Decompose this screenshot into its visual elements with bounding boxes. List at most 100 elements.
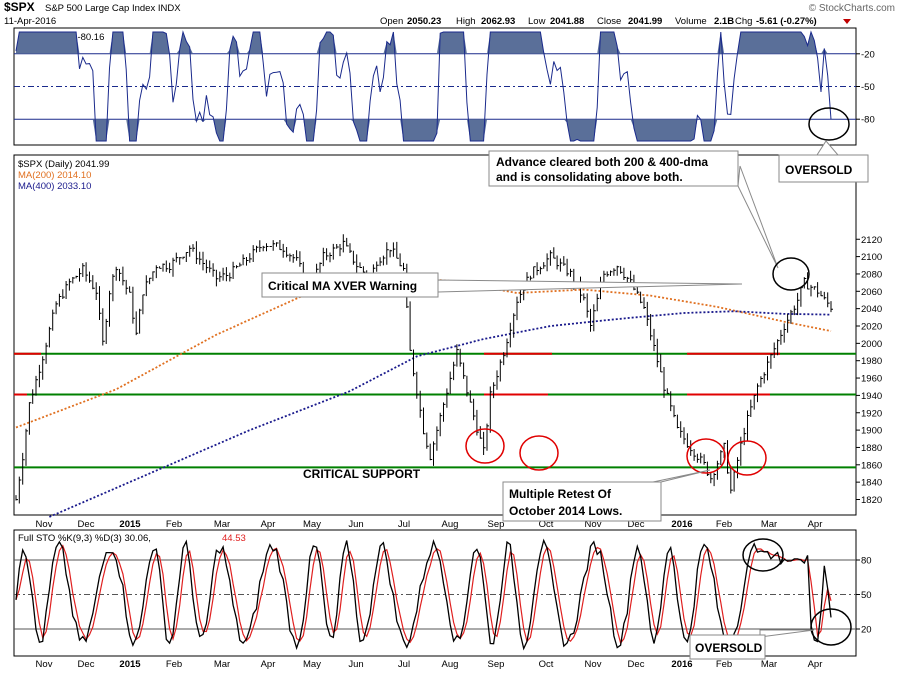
sto-k-series-line <box>15 538 832 651</box>
x-tick-label: Sep <box>488 519 505 530</box>
ohlc-readout: Open 2050.23 High 2062.93 Low 2041.88 Cl… <box>380 16 851 27</box>
advance-text-line-1: Advance cleared both 200 & 400-dma <box>496 155 708 169</box>
advance-callout-box <box>488 150 739 187</box>
x-tick-label: Mar <box>761 519 777 530</box>
sto-tick-label: 50 <box>861 590 872 601</box>
wm-series-line <box>15 30 832 142</box>
sto-tick-label: 80 <box>861 556 872 567</box>
low-circle-3 <box>686 438 726 474</box>
x-tick-label: Aug <box>442 659 459 670</box>
price-tick-label: 1880 <box>861 443 882 454</box>
low-circle-2 <box>519 435 559 471</box>
wm-overbought-fill <box>16 32 831 54</box>
low-value: 2041.88 <box>550 16 584 27</box>
high-label: High <box>456 16 476 27</box>
volume-value: 2.1B <box>714 16 734 27</box>
x-tick-label: Feb <box>716 519 732 530</box>
x-tick-label: Apr <box>261 659 276 670</box>
x-tick-label: 2015 <box>119 659 141 670</box>
price-legend: $SPX (Daily) 2041.99 <box>18 159 109 170</box>
oversold-top-box <box>778 154 869 183</box>
price-tick-label: 2080 <box>861 269 882 280</box>
sto-legend-d: 44.53 <box>222 533 246 544</box>
retest-box <box>502 481 662 522</box>
x-tick-label: Mar <box>761 659 777 670</box>
x-tick-label: Nov <box>36 659 53 670</box>
chart-header: $SPX S&P 500 Large Cap Index INDX 11-Apr… <box>4 0 895 27</box>
price-tick-label: 2060 <box>861 287 882 298</box>
price-series-bars <box>15 234 833 504</box>
x-tick-label: Feb <box>166 659 182 670</box>
x-tick-label: 2016 <box>671 519 692 530</box>
sto-y-ticks: 20 50 80 <box>856 556 872 636</box>
x-tick-label: Nov <box>36 519 53 530</box>
retest-text-line-1: Multiple Retest Of <box>509 487 612 501</box>
sto-overbought-circle <box>742 538 784 572</box>
price-y-ticks: 1820 1840 1860 1880 1900 1920 1940 1960 1980 2000… <box>856 235 882 506</box>
open-label: Open <box>380 16 403 27</box>
close-label: Close <box>597 16 621 27</box>
x-tick-label: Jul <box>398 519 410 530</box>
advance-callout-pointer <box>737 165 779 269</box>
williams-r-panel: -20 -50 -80 <box>14 30 875 142</box>
oversold-bottom-box <box>689 634 766 660</box>
advance-text-line-2: and is consolidating above both. <box>496 170 683 184</box>
ticker-name: S&P 500 Large Cap Index INDX <box>45 3 181 14</box>
price-tick-label: 1860 <box>861 460 882 471</box>
stochastic-panel: 20 50 80 <box>14 538 872 651</box>
sto-x-axis: Nov Dec 2015 Feb Mar Apr May Jun Jul Aug Sep Oct Nov… <box>36 659 823 670</box>
wm-oversold-fill <box>16 119 831 141</box>
critical-ma-text: Critical MA XVER Warning <box>268 279 417 293</box>
price-tick-label: 2120 <box>861 235 882 246</box>
x-tick-label: 2016 <box>671 659 692 670</box>
price-tick-label: 1820 <box>861 495 882 506</box>
sto-legend-k: Full STO %K(9,3) %D(3) 30.06, <box>18 533 151 544</box>
x-tick-label: Dec <box>78 659 95 670</box>
stockcharts-watermark: © StockCharts.com <box>809 3 895 14</box>
oversold-bottom-pointer <box>759 629 815 638</box>
x-tick-label: Apr <box>808 659 823 670</box>
wm-tick-label: -20 <box>861 49 875 60</box>
x-tick-label: Aug <box>442 519 459 530</box>
x-tick-label: Sep <box>488 659 505 670</box>
volume-label: Volume <box>675 16 707 27</box>
annotations: Advance cleared both 200 & 400-dma and i… <box>261 107 869 660</box>
high-value: 2062.93 <box>481 16 515 27</box>
wm-tick-label: -80 <box>861 115 875 126</box>
price-tick-label: 1960 <box>861 374 882 385</box>
price-tick-label: 1980 <box>861 356 882 367</box>
wm-oversold-circle <box>808 107 850 141</box>
x-tick-label: 2015 <box>119 519 141 530</box>
x-tick-label: May <box>303 519 321 530</box>
price-tick-label: 1940 <box>861 391 882 402</box>
price-tick-label: 2100 <box>861 252 882 263</box>
price-panel: 1820 1840 1860 1880 1900 1920 1940 1960 1980 2000… <box>14 234 882 518</box>
price-tick-label: 1900 <box>861 426 882 437</box>
x-tick-label: Oct <box>539 519 554 530</box>
x-tick-label: Nov <box>585 659 602 670</box>
sto-d-series-line <box>15 544 832 645</box>
price-tick-label: 1840 <box>861 478 882 489</box>
x-tick-label: Apr <box>261 519 276 530</box>
ma200-legend: MA(200) 2014.10 <box>18 170 91 181</box>
chart-date: 11-Apr-2016 <box>4 16 56 27</box>
price-tick-label: 2040 <box>861 304 882 315</box>
retest-text-line-2: October 2014 Lows. <box>509 504 622 518</box>
wm-y-ticks: -20 -50 -80 <box>856 49 875 126</box>
ma400-legend: MA(400) 2033.10 <box>18 181 91 192</box>
low-circle-4 <box>727 440 767 476</box>
open-value: 2050.23 <box>407 16 441 27</box>
price-x-axis: Nov Dec 2015 Feb Mar Apr May Jun Jul Aug Sep Oct Nov… <box>36 519 823 530</box>
x-tick-label: Jun <box>348 519 363 530</box>
down-arrow-icon <box>843 19 851 24</box>
ticker-symbol: $SPX <box>4 0 35 14</box>
x-tick-label: Feb <box>166 519 182 530</box>
x-tick-label: Dec <box>78 519 95 530</box>
x-tick-label: Jul <box>398 659 410 670</box>
price-reference-lines <box>14 352 856 469</box>
wm-tick-label: -50 <box>861 82 875 93</box>
price-tick-label: 2020 <box>861 322 882 333</box>
sto-tick-label: 20 <box>861 625 872 636</box>
critical-ma-box <box>261 272 439 298</box>
